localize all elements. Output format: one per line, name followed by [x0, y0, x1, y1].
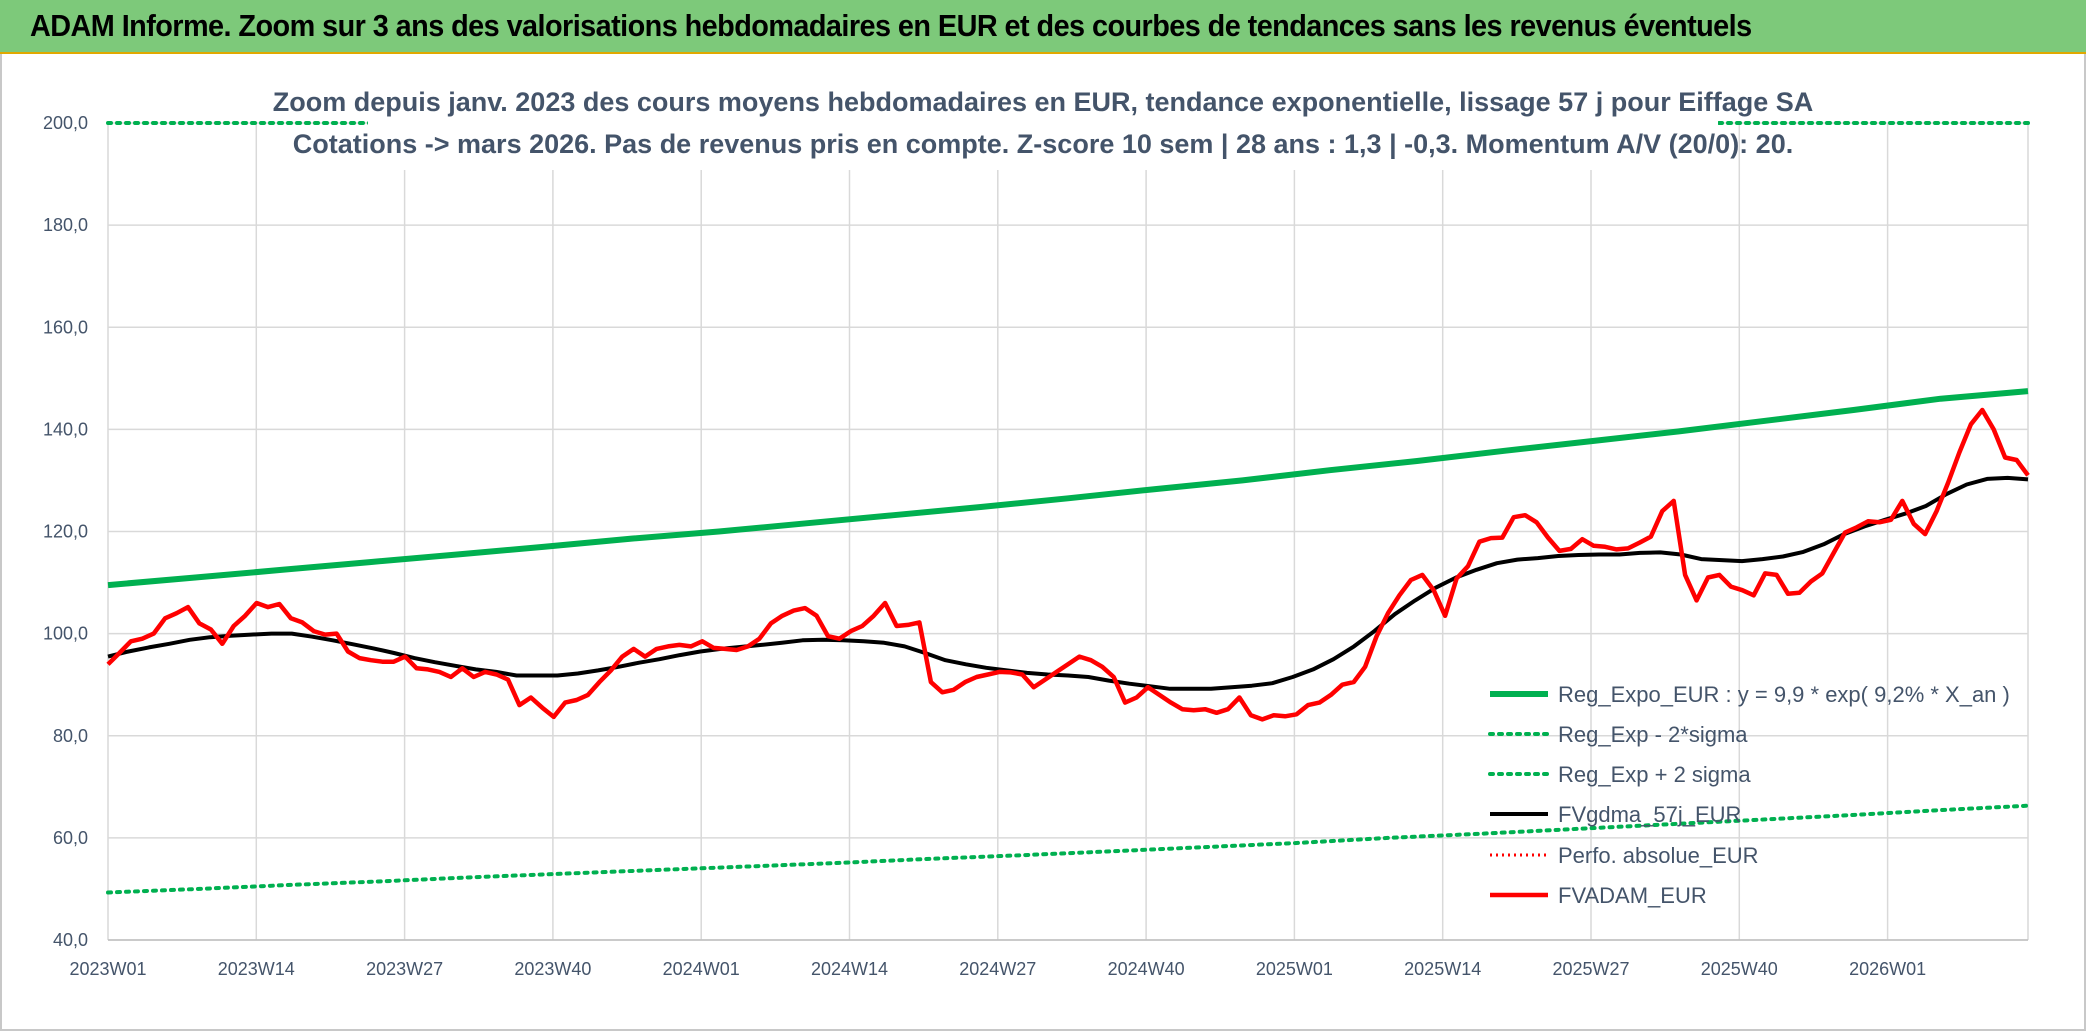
banner-title: ADAM Informe. Zoom sur 3 ans des valoris…	[30, 8, 1752, 43]
x-tick-label: 2024W01	[663, 959, 740, 979]
x-tick-label: 2025W27	[1552, 959, 1629, 979]
x-tick-label: 2024W27	[959, 959, 1036, 979]
legend-entry-5: FVADAM_EUR	[1558, 883, 1707, 908]
series-line-0	[107, 388, 2029, 589]
y-tick-label: 40,0	[53, 930, 88, 950]
axes: 40,0 60,0 80,0 100,0 120,0 140,0 160,0 180,0 200…	[43, 113, 2028, 979]
y-tick-label: 80,0	[53, 726, 88, 746]
chart-title: Zoom depuis janv. 2023 des cours moyens …	[273, 78, 1813, 170]
y-tick-label: 60,0	[53, 828, 88, 848]
x-tick-label: 2023W14	[218, 959, 295, 979]
y-tick-label: 120,0	[43, 522, 88, 542]
x-tick-label: 2026W01	[1849, 959, 1926, 979]
x-tick-label: 2025W14	[1404, 959, 1481, 979]
x-tick-label: 2023W27	[366, 959, 443, 979]
legend-entry-2: Reg_Exp + 2 sigma	[1558, 762, 1751, 787]
y-tick-label: 140,0	[43, 419, 88, 439]
chart-title-line2: Cotations -> mars 2026. Pas de revenus p…	[293, 129, 1793, 159]
y-tick-label: 160,0	[43, 317, 88, 337]
series-line-5	[106, 407, 2030, 722]
title-background	[368, 78, 1718, 170]
legend-entry-4: Perfo. absolue_EUR	[1558, 843, 1759, 868]
x-tick-label: 2023W01	[69, 959, 146, 979]
series-line-1	[106, 803, 2030, 895]
x-tick-label: 2023W40	[514, 959, 591, 979]
chart-title-line1: Zoom depuis janv. 2023 des cours moyens …	[273, 87, 1813, 117]
legend-entry-3: FVgdma_57j_EUR	[1558, 802, 1741, 827]
legend-entry-0: Reg_Expo_EUR : y = 9,9 * exp( 9,2% * X_a…	[1558, 682, 2010, 707]
y-tick-label: 100,0	[43, 624, 88, 644]
x-tick-label: 2025W40	[1701, 959, 1778, 979]
y-tick-label: 200,0	[43, 113, 88, 133]
header-banner: ADAM Informe. Zoom sur 3 ans des valoris…	[0, 0, 2086, 54]
x-tick-label: 2024W14	[811, 959, 888, 979]
legend-entry-1: Reg_Exp - 2*sigma	[1558, 722, 1748, 747]
x-tick-label: 2024W40	[1108, 959, 1185, 979]
x-tick-label: 2025W01	[1256, 959, 1333, 979]
y-tick-label: 180,0	[43, 215, 88, 235]
legend: Reg_Expo_EUR : y = 9,9 * exp( 9,2% * X_a…	[1488, 682, 2010, 908]
series-line-3	[107, 475, 2029, 691]
